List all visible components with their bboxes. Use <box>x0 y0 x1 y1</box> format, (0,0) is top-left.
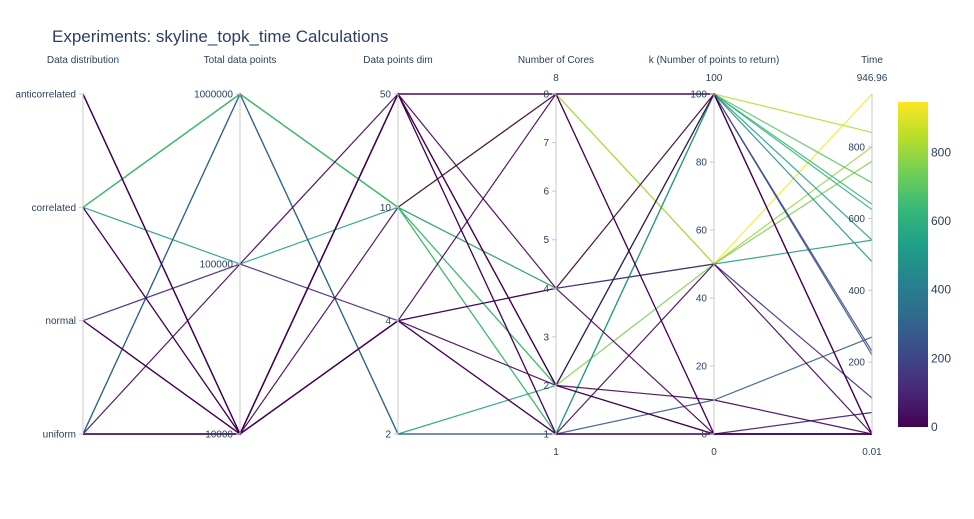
tick-label: 0 <box>701 430 707 441</box>
data-line-6 <box>82 93 873 436</box>
tick-label: 600 <box>848 214 865 225</box>
chart-title: Experiments: skyline_topk_time Calculati… <box>52 27 388 46</box>
tick-label: correlated <box>32 203 76 214</box>
colorbar-gradient <box>898 102 928 427</box>
tick-label: 60 <box>696 226 708 237</box>
range-max-label: 8 <box>553 73 559 84</box>
data-line-7 <box>82 206 873 289</box>
tick-label: 100000 <box>200 260 234 271</box>
axis-0[interactable]: Data distribution anticorrelated correlate… <box>15 55 119 441</box>
colorbar: 0 200 400 600 800 <box>898 102 951 434</box>
tick-label: 200 <box>848 358 865 369</box>
tick-label: 8 <box>543 90 549 101</box>
axis-title: Total data points <box>204 55 277 66</box>
axis-1[interactable]: Total data points 1000000 100000 10000 <box>194 55 276 441</box>
range-min-label: 0 <box>711 447 717 458</box>
colorbar-tick-label: 200 <box>931 351 951 365</box>
range-max-label: 946.96 <box>857 73 888 84</box>
data-line-25 <box>82 92 873 435</box>
tick-label: 40 <box>696 294 708 305</box>
axis-3[interactable]: Number of Cores 1 2 3 4 5 6 7 88 1 <box>518 55 594 458</box>
tick-label: 2 <box>385 430 391 441</box>
tick-label: normal <box>45 316 76 327</box>
data-line-26 <box>83 93 872 435</box>
axis-5[interactable]: Time 200 400 600 800 946.96 0.01 <box>848 55 887 458</box>
polylines-layer <box>82 92 873 436</box>
tick-label: 2 <box>543 381 549 392</box>
tick-label: 4 <box>385 316 391 327</box>
tick-label: 6 <box>543 187 549 198</box>
tick-label: 1000000 <box>194 90 233 101</box>
colorbar-tick-label: 0 <box>931 420 938 434</box>
axis-title: Number of Cores <box>518 55 594 66</box>
range-min-label: 1 <box>553 447 559 458</box>
tick-label: 3 <box>543 332 549 343</box>
tick-label: 4 <box>543 284 549 295</box>
colorbar-tick-label: 800 <box>931 145 951 159</box>
axes-layer: Data distribution anticorrelated correlate… <box>15 55 887 458</box>
axis-2[interactable]: Data points dim 50 10 4 2 <box>363 55 432 441</box>
tick-label: 1 <box>543 430 549 441</box>
tick-label: 80 <box>696 158 708 169</box>
tick-label: 10000 <box>205 430 233 441</box>
tick-label: uniform <box>43 430 76 441</box>
axis-title: Data points dim <box>363 55 432 66</box>
axis-title: Data distribution <box>47 55 119 66</box>
data-line-10 <box>82 92 873 435</box>
axis-4[interactable]: k (Number of points to return) 0 20 40 60 80 1… <box>649 55 780 458</box>
colorbar-tick-label: 600 <box>931 214 951 228</box>
range-min-label: 0.01 <box>862 447 882 458</box>
axis-title: k (Number of points to return) <box>649 55 780 66</box>
colorbar-tick-label: 400 <box>931 283 951 297</box>
tick-label: 800 <box>848 142 865 153</box>
tick-label: 10 <box>380 203 392 214</box>
tick-label: anticorrelated <box>15 90 76 101</box>
tick-label: 7 <box>543 138 549 149</box>
data-line-23 <box>82 92 873 436</box>
range-max-label: 100 <box>706 73 723 84</box>
tick-label: 100 <box>690 90 707 101</box>
axis-title: Time <box>861 55 883 66</box>
tick-label: 50 <box>380 90 392 101</box>
tick-label: 5 <box>543 235 549 246</box>
tick-label: 400 <box>848 286 865 297</box>
tick-label: 20 <box>696 362 708 373</box>
